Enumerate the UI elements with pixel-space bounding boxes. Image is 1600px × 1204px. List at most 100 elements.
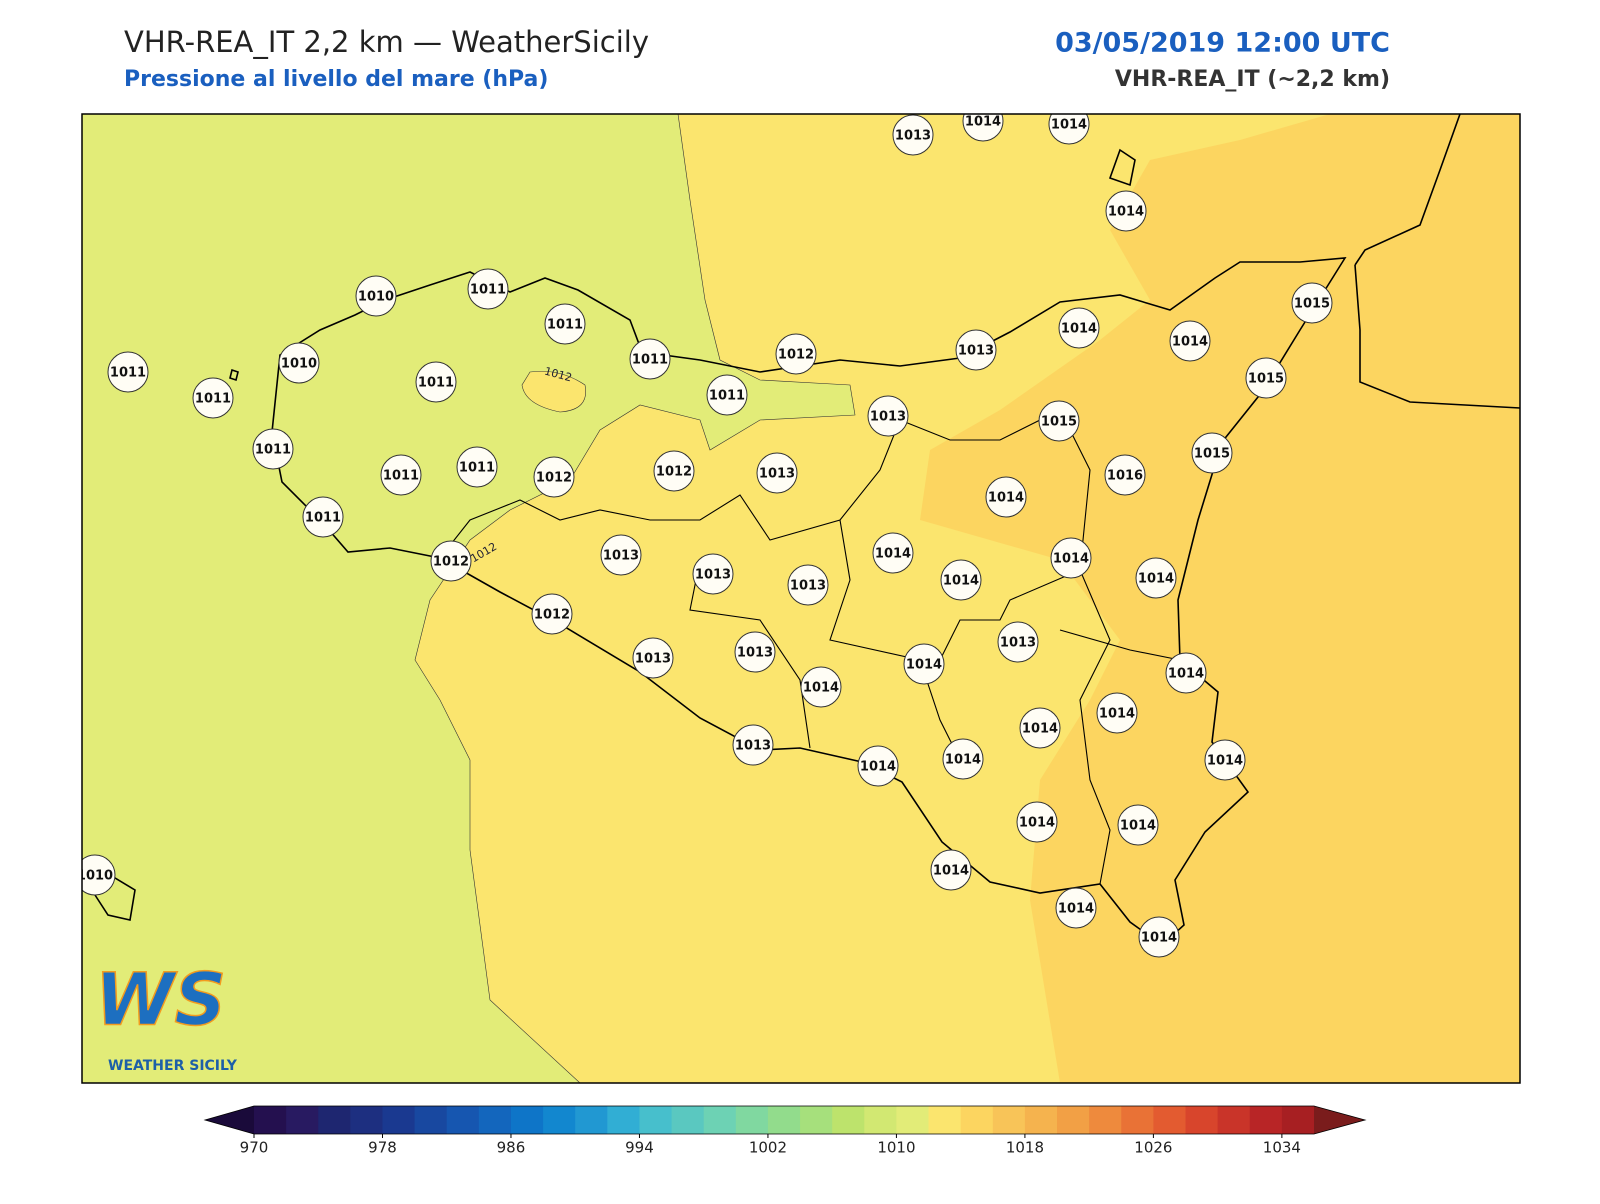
coastline [1354, 264, 1520, 409]
province-border [1059, 629, 1181, 661]
station-value: 1015 [1248, 372, 1284, 387]
colorbar-bin [960, 1106, 994, 1134]
station-value: 1011 [255, 443, 291, 458]
station-marker [107, 351, 149, 393]
station-value: 1011 [470, 283, 506, 298]
colorbar-bin [350, 1106, 383, 1134]
station-value: 1012 [534, 608, 570, 623]
station-marker [942, 738, 984, 780]
station-value: 1010 [77, 869, 113, 884]
station-value: 1012 [656, 465, 692, 480]
station-value: 1014 [1053, 552, 1089, 567]
station-value: 1013 [870, 410, 906, 425]
station-value: 1014 [945, 753, 981, 768]
coastline [229, 368, 239, 382]
subtitle: Pressione al livello del mare (hPa) [124, 67, 548, 92]
station-marker [1019, 707, 1061, 749]
datetime: 03/05/2019 12:00 UTC [1055, 28, 1390, 59]
station-marker [903, 643, 945, 685]
station-marker [192, 377, 234, 419]
station-value: 1014 [875, 547, 911, 562]
province-border [1079, 569, 1111, 885]
station-marker [82, 854, 116, 896]
station-marker [380, 454, 422, 496]
station-marker [1191, 432, 1233, 474]
colorbar-outline [203, 1105, 1367, 1135]
station-value: 1014 [1138, 572, 1174, 587]
station-value: 1012 [536, 471, 572, 486]
station-marker [653, 450, 695, 492]
station-marker [456, 446, 498, 488]
colorbar: 970 978 986 994 1002 1010 1018 1026 1034 [203, 1105, 1367, 1157]
station-value: 1014 [988, 491, 1024, 506]
station-value: 1014 [965, 115, 1001, 130]
station-marker [1104, 454, 1146, 496]
station-value: 1014 [1172, 335, 1208, 350]
station-marker [1169, 320, 1211, 362]
station-value: 1011 [632, 353, 668, 368]
station-value: 1011 [547, 318, 583, 333]
colorbar-tick-label: 1034 [1263, 1139, 1301, 1157]
station-value: 1011 [709, 389, 745, 404]
station-marker [930, 849, 972, 891]
field-1012-island [521, 371, 587, 413]
map-frame [81, 113, 1521, 1084]
station-marker [787, 564, 829, 606]
station-marker [1058, 307, 1100, 349]
station-value: 1013 [735, 739, 771, 754]
station-marker [544, 303, 586, 345]
coastline [1108, 148, 1136, 187]
colorbar-bin [864, 1106, 897, 1134]
colorbar-tick-label: 1026 [1134, 1139, 1172, 1157]
station-marker [1038, 400, 1080, 442]
station-value: 1013 [759, 467, 795, 482]
station-marker [1165, 652, 1207, 694]
model-label: VHR-REA_IT (~2,2 km) [1115, 67, 1390, 92]
station-value: 1011 [195, 392, 231, 407]
station-value: 1014 [1141, 931, 1177, 946]
station-value: 1015 [1041, 415, 1077, 430]
station-marker [632, 637, 674, 679]
station-value: 1010 [281, 357, 317, 372]
station-value: 1013 [1000, 636, 1036, 651]
station-value: 1015 [1194, 447, 1230, 462]
station-marker [600, 534, 642, 576]
station-value: 1011 [383, 469, 419, 484]
station-value: 1013 [603, 549, 639, 564]
station-marker [1245, 357, 1287, 399]
station-marker [734, 631, 776, 673]
station-value: 1013 [737, 646, 773, 661]
province-border [899, 409, 1091, 661]
station-value: 1013 [790, 579, 826, 594]
station-marker [629, 338, 671, 380]
colorbar-bin [671, 1106, 705, 1134]
colorbar-tick-label: 994 [625, 1139, 654, 1157]
station-marker [1117, 804, 1159, 846]
colorbar-bin [639, 1106, 673, 1134]
station-value: 1014 [1058, 902, 1094, 917]
station-value: 1013 [958, 344, 994, 359]
station-value: 1011 [305, 511, 341, 526]
station-marker [867, 395, 909, 437]
coastline [1354, 114, 1461, 266]
colorbar-bin [832, 1106, 865, 1134]
station-value: 1013 [895, 129, 931, 144]
colorbar-tick-label: 970 [240, 1139, 269, 1157]
station-marker [997, 621, 1039, 663]
station-marker [1055, 887, 1097, 929]
station-marker [857, 745, 899, 787]
colorbar-tick-label: 1018 [1006, 1139, 1044, 1157]
colorbar-tick-label: 978 [368, 1139, 397, 1157]
station-value: 1014 [803, 681, 839, 696]
station-marker [800, 666, 842, 708]
station-marker [955, 329, 997, 371]
map: 1012 1012 1013 1014 1014 1014 1010 1011 1011 1011… [77, 114, 1520, 1083]
station-marker [872, 532, 914, 574]
province-border [439, 419, 901, 559]
colorbar-bin [1024, 1106, 1058, 1134]
colorbar-bin [1217, 1106, 1251, 1134]
station-marker [692, 553, 734, 595]
colorbar-bin [575, 1106, 608, 1134]
colorbar-bin [382, 1106, 416, 1134]
colorbar-extend-low [205, 1106, 254, 1134]
